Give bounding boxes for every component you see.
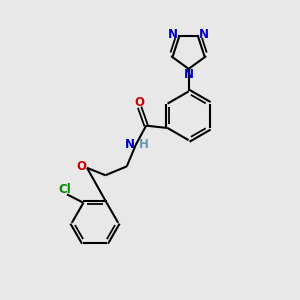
Text: Cl: Cl xyxy=(58,183,71,196)
Text: N: N xyxy=(184,68,194,81)
Text: O: O xyxy=(76,160,87,173)
Text: N: N xyxy=(168,28,178,41)
Text: O: O xyxy=(134,96,144,109)
Text: N: N xyxy=(199,28,209,41)
Text: H: H xyxy=(139,138,149,151)
Text: N: N xyxy=(125,138,135,151)
